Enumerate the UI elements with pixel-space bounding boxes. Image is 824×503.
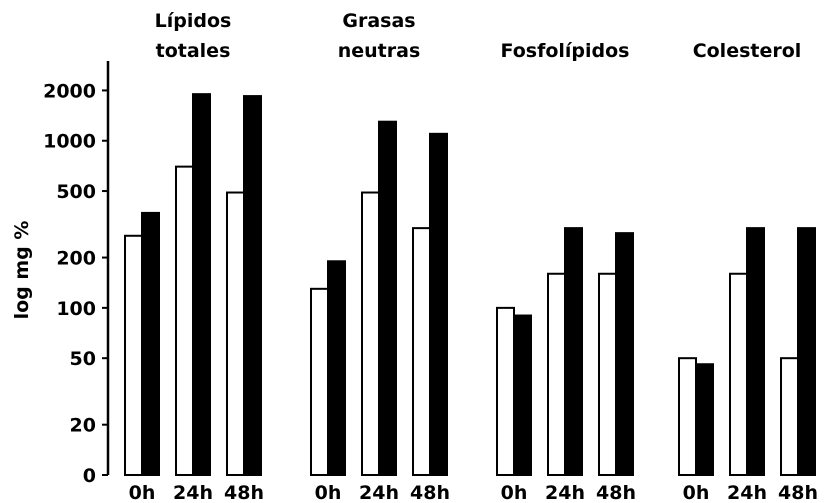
y-tick-label: 0 xyxy=(83,465,96,487)
x-tick-label: 0h xyxy=(129,482,156,503)
y-tick-label: 100 xyxy=(56,298,96,320)
y-tick-label: 200 xyxy=(56,248,96,270)
bar xyxy=(678,357,697,476)
bar xyxy=(310,287,329,476)
bar xyxy=(547,272,566,476)
x-tick-label: 24h xyxy=(173,482,213,503)
group-title: Grasas neutras xyxy=(338,10,421,62)
bar xyxy=(361,191,380,476)
bar xyxy=(412,227,431,476)
bar xyxy=(598,272,617,476)
y-axis-label: log mg % xyxy=(11,221,33,320)
bar xyxy=(175,165,194,477)
group-title: Fosfolípidos xyxy=(501,40,630,62)
bar xyxy=(615,232,634,476)
bar xyxy=(729,272,748,476)
bar xyxy=(429,132,448,476)
group-title: Colesterol xyxy=(693,40,802,62)
y-tick-label: 20 xyxy=(70,415,96,437)
bar xyxy=(141,211,160,476)
bar xyxy=(746,227,765,476)
y-tick-label: 500 xyxy=(56,181,96,203)
x-tick-label: 48h xyxy=(410,482,450,503)
bar xyxy=(513,314,532,476)
x-tick-label: 0h xyxy=(501,482,528,503)
x-tick-label: 24h xyxy=(359,482,399,503)
bar xyxy=(695,363,714,476)
x-tick-label: 48h xyxy=(596,482,636,503)
bar xyxy=(378,120,397,477)
bar xyxy=(327,260,346,476)
x-tick-label: 48h xyxy=(778,482,818,503)
bar xyxy=(192,93,211,477)
group-title: Lípidos totales xyxy=(155,10,232,62)
bar xyxy=(124,234,143,476)
y-tick-label: 1000 xyxy=(43,131,96,153)
bar xyxy=(780,357,799,476)
x-tick-label: 0h xyxy=(683,482,710,503)
y-tick-label: 2000 xyxy=(43,80,96,102)
y-tick-label: 50 xyxy=(70,348,96,370)
x-tick-label: 48h xyxy=(224,482,264,503)
x-tick-label: 0h xyxy=(315,482,342,503)
bar xyxy=(226,191,245,476)
x-tick-label: 24h xyxy=(727,482,767,503)
bar xyxy=(496,306,515,476)
bar xyxy=(243,95,262,477)
x-tick-label: 24h xyxy=(545,482,585,503)
bar xyxy=(564,227,583,476)
bar xyxy=(797,227,816,476)
